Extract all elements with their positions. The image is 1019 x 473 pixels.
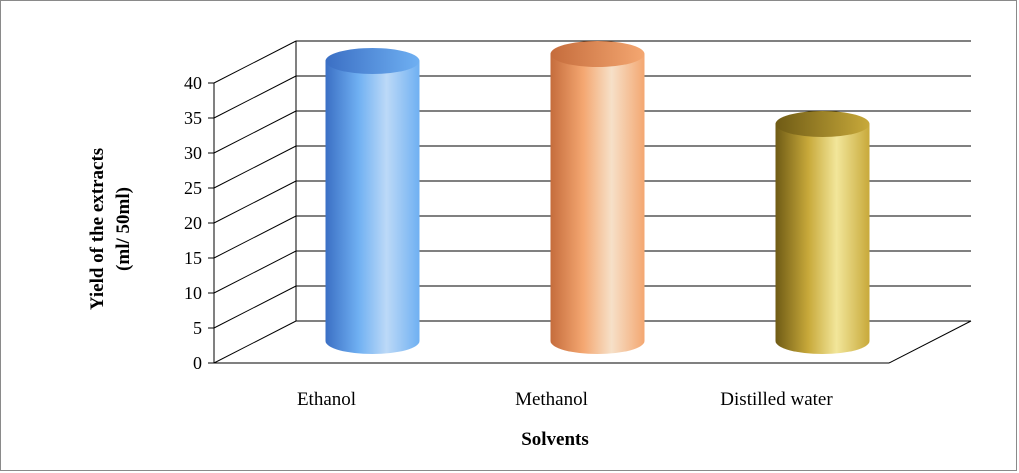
x-tick-labels: Ethanol Methanol Distilled water (297, 389, 833, 410)
bar-distilled-water (775, 111, 870, 354)
y-axis-title-line-2: (ml/ 50ml) (113, 187, 134, 271)
y-tick-label: 25 (184, 178, 202, 198)
x-axis-title: Solvents (521, 429, 589, 450)
x-tick-label: Ethanol (297, 389, 356, 410)
bar-methanol (550, 41, 645, 354)
y-axis-title: Yield of the extracts (ml/ 50ml) (87, 148, 134, 310)
y-tick-label: 15 (184, 248, 202, 268)
y-tick-label: 30 (184, 143, 202, 163)
x-tick-label: Distilled water (720, 389, 833, 410)
bar-ethanol (325, 48, 420, 354)
y-tick-label: 5 (193, 318, 202, 338)
y-tick-label: 0 (193, 353, 202, 373)
y-axis-title-line-1: Yield of the extracts (87, 148, 108, 310)
bars (325, 41, 870, 354)
y-tick-label: 20 (184, 213, 202, 233)
bar-top (325, 48, 420, 74)
y-tick-label: 40 (184, 73, 202, 93)
y-tick-labels: 0 5 10 15 20 25 30 35 40 (184, 73, 202, 373)
bar-top (775, 111, 870, 137)
bar-top (550, 41, 645, 67)
gridline (208, 40, 971, 84)
y-tick-label: 35 (184, 108, 202, 128)
x-tick-label: Methanol (515, 389, 588, 410)
y-tick-label: 10 (184, 283, 202, 303)
